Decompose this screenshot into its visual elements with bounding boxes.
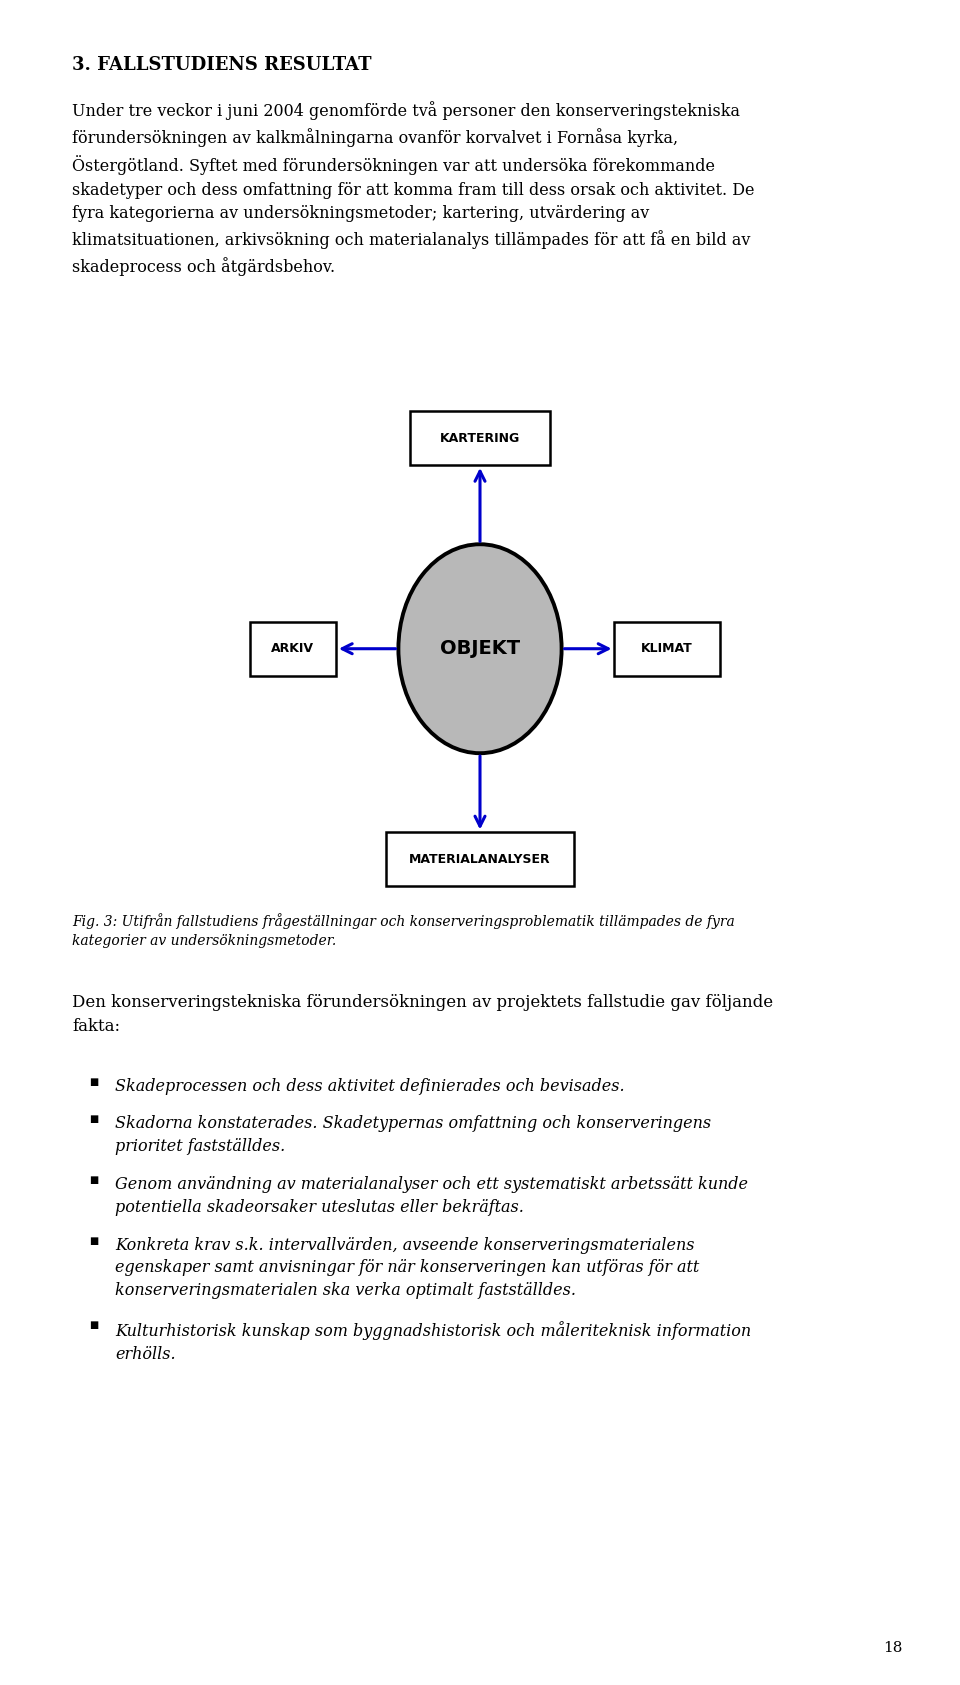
Text: Skadorna konstaterades. Skadetypernas omfattning och konserveringens
prioritet f: Skadorna konstaterades. Skadetypernas om…: [115, 1115, 711, 1154]
Text: 3. FALLSTUDIENS RESULTAT: 3. FALLSTUDIENS RESULTAT: [72, 56, 372, 74]
Text: MATERIALANALYSER: MATERIALANALYSER: [409, 853, 551, 866]
Text: Skadeprocessen och dess aktivitet definierades och bevisades.: Skadeprocessen och dess aktivitet defini…: [115, 1078, 625, 1095]
Text: ■: ■: [89, 1078, 99, 1087]
Text: KARTERING: KARTERING: [440, 431, 520, 445]
Ellipse shape: [398, 544, 562, 753]
Text: ■: ■: [89, 1237, 99, 1245]
Text: ■: ■: [89, 1321, 99, 1329]
Text: Konkreta krav s.k. intervallvärden, avseende konserveringsmaterialens
egenskaper: Konkreta krav s.k. intervallvärden, avse…: [115, 1237, 700, 1299]
Text: ARKIV: ARKIV: [272, 642, 314, 655]
Text: Under tre veckor i juni 2004 genomförde två personer den konserveringstekniska
f: Under tre veckor i juni 2004 genomförde …: [72, 101, 755, 276]
Text: Genom användning av materialanalyser och ett systematiskt arbetssätt kunde
poten: Genom användning av materialanalyser och…: [115, 1176, 748, 1215]
FancyBboxPatch shape: [614, 622, 720, 676]
Text: OBJEKT: OBJEKT: [440, 639, 520, 659]
FancyBboxPatch shape: [250, 622, 336, 676]
Text: ■: ■: [89, 1115, 99, 1124]
Text: Fig. 3: Utifrån fallstudiens frågeställningar och konserveringsproblematik tillä: Fig. 3: Utifrån fallstudiens frågeställn…: [72, 913, 734, 947]
Text: KLIMAT: KLIMAT: [641, 642, 693, 655]
FancyBboxPatch shape: [411, 411, 549, 465]
Text: 18: 18: [883, 1641, 902, 1655]
FancyBboxPatch shape: [386, 832, 573, 886]
Text: Den konserveringstekniska förundersökningen av projektets fallstudie gav följand: Den konserveringstekniska förundersöknin…: [72, 994, 773, 1035]
Text: ■: ■: [89, 1176, 99, 1185]
Text: Kulturhistorisk kunskap som byggnadshistorisk och måleriteknisk information
erhö: Kulturhistorisk kunskap som byggnadshist…: [115, 1321, 752, 1363]
